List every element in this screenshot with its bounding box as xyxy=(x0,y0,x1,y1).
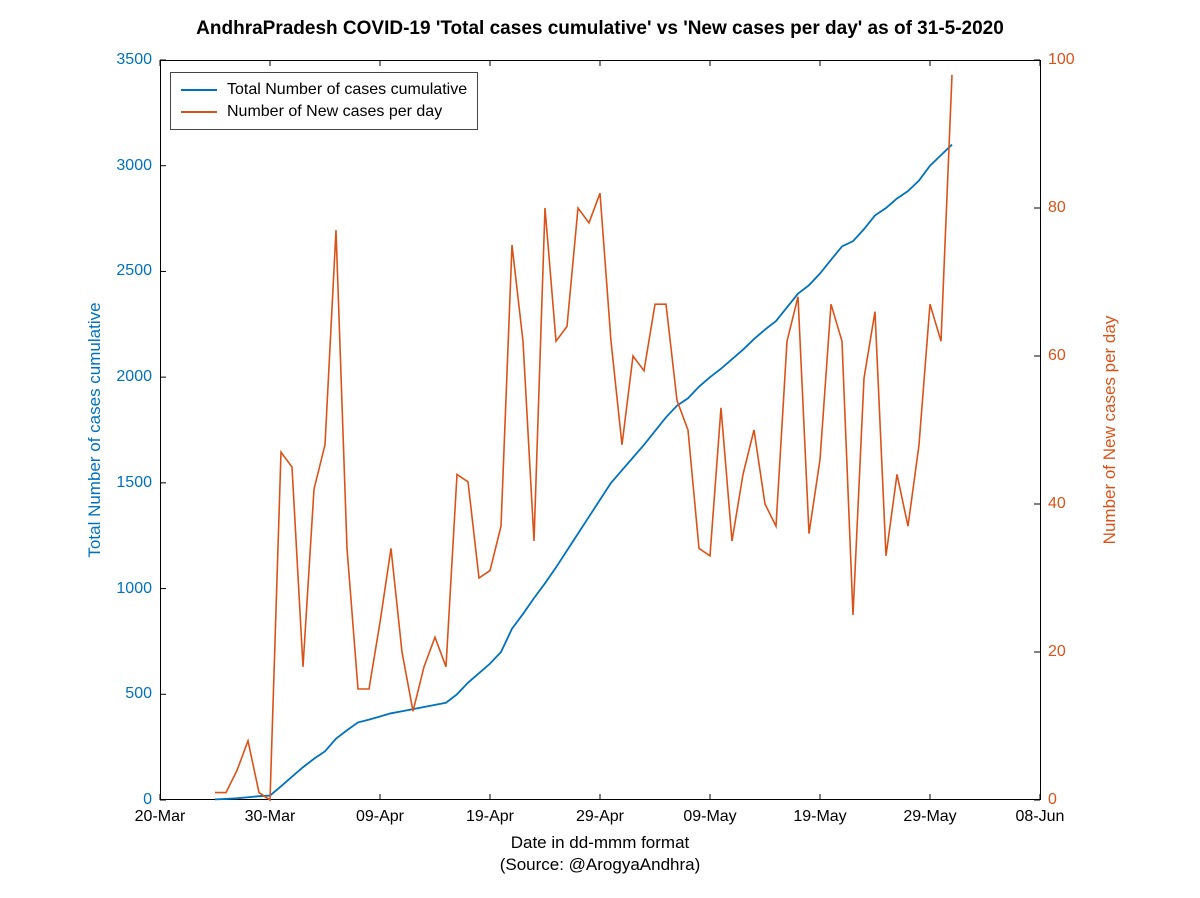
legend-swatch-newcases xyxy=(181,111,217,113)
tick-label: 500 xyxy=(92,685,152,703)
tick-label: 08-Jun xyxy=(1000,808,1080,826)
tick-label: 40 xyxy=(1048,495,1108,513)
y1-axis-label: Total Number of cases cumulative xyxy=(85,280,105,580)
series-cumulative-line xyxy=(215,145,952,800)
tick-label: 09-Apr xyxy=(340,808,420,826)
tick-label: 20 xyxy=(1048,643,1108,661)
chart-container: AndhraPradesh COVID-19 'Total cases cumu… xyxy=(0,0,1200,898)
legend-box: Total Number of cases cumulative Number … xyxy=(170,72,478,130)
tick-label: 0 xyxy=(92,791,152,809)
tick-label: 20-Mar xyxy=(120,808,200,826)
tick-label: 80 xyxy=(1048,199,1108,217)
legend-swatch-cumulative xyxy=(181,89,217,91)
tick-label: 3500 xyxy=(92,51,152,69)
chart-svg xyxy=(160,60,1040,800)
legend-item-newcases: Number of New cases per day xyxy=(181,101,467,123)
tick-label: 0 xyxy=(1048,791,1108,809)
y2-axis-label: Number of New cases per day xyxy=(1100,280,1120,580)
chart-title: AndhraPradesh COVID-19 'Total cases cumu… xyxy=(0,18,1200,40)
x-axis-source: (Source: @ArogyaAndhra) xyxy=(0,855,1200,875)
tick-label: 100 xyxy=(1048,51,1108,69)
tick-label: 60 xyxy=(1048,347,1108,365)
tick-label: 09-May xyxy=(670,808,750,826)
series-newcases-line xyxy=(215,75,952,800)
tick-label: 2500 xyxy=(92,262,152,280)
tick-label: 29-May xyxy=(890,808,970,826)
legend-item-cumulative: Total Number of cases cumulative xyxy=(181,79,467,101)
y2-axis-line xyxy=(1040,60,1041,800)
tick-label: 30-Mar xyxy=(230,808,310,826)
tick-label: 1000 xyxy=(92,580,152,598)
legend-label-cumulative: Total Number of cases cumulative xyxy=(227,81,467,99)
tick-label: 19-Apr xyxy=(450,808,530,826)
x-axis-label: Date in dd-mmm format xyxy=(0,833,1200,853)
tick-label: 29-Apr xyxy=(560,808,640,826)
tick-label: 19-May xyxy=(780,808,860,826)
tick-label: 3000 xyxy=(92,157,152,175)
legend-label-newcases: Number of New cases per day xyxy=(227,103,442,121)
